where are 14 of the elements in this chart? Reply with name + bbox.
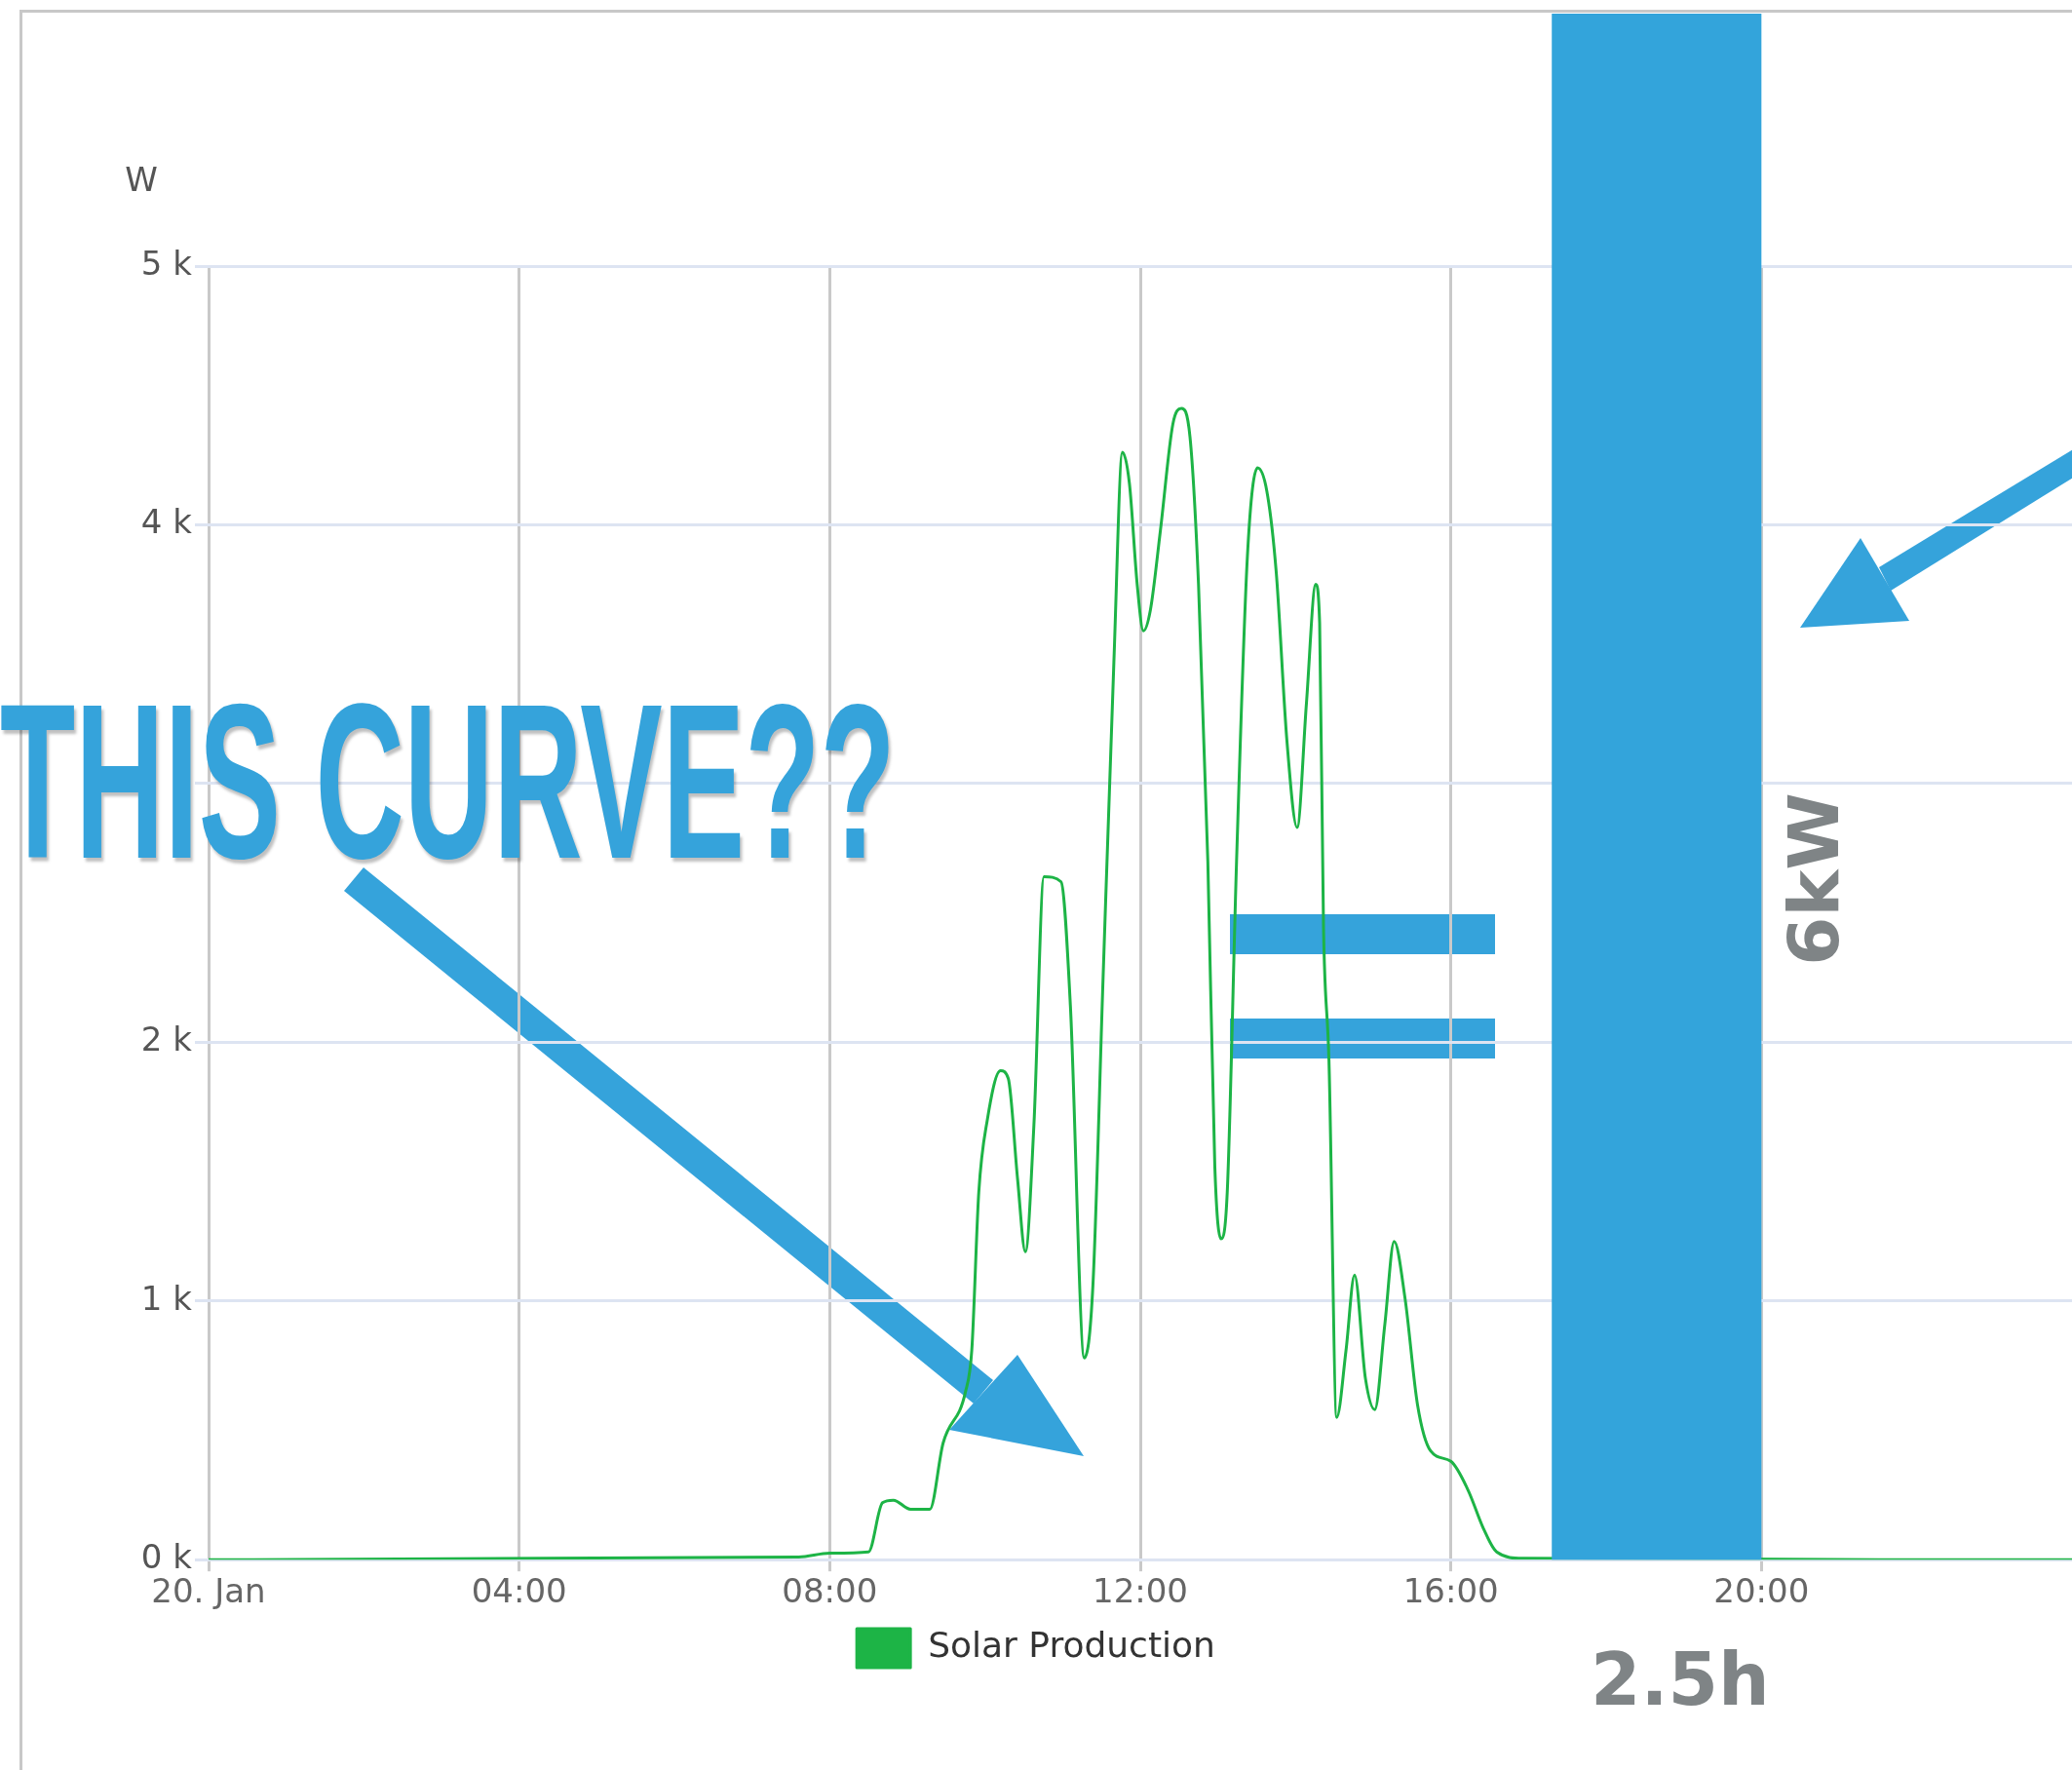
- x-tick-label: 12:00: [1093, 1571, 1188, 1611]
- x-tick-label: 08:00: [782, 1571, 878, 1611]
- y-tick-label: 4 k: [140, 502, 193, 542]
- text: 2.5h: [1591, 1637, 1770, 1721]
- y-tick-label: 5 k: [140, 243, 193, 283]
- annotation: THIS CURVE??: [0, 657, 896, 906]
- x-tick-label: 04:00: [471, 1571, 567, 1611]
- band-label: 6kW: [1773, 792, 1856, 966]
- x-tick-label: 16:00: [1402, 1571, 1499, 1611]
- legend-label: Solar Production: [928, 1625, 1215, 1666]
- y-tick-label: 2 k: [140, 1020, 193, 1059]
- y-axis-title: W: [125, 159, 158, 199]
- y-tick-label: 1 k: [140, 1278, 193, 1318]
- x-tick-label: 20:00: [1713, 1571, 1810, 1611]
